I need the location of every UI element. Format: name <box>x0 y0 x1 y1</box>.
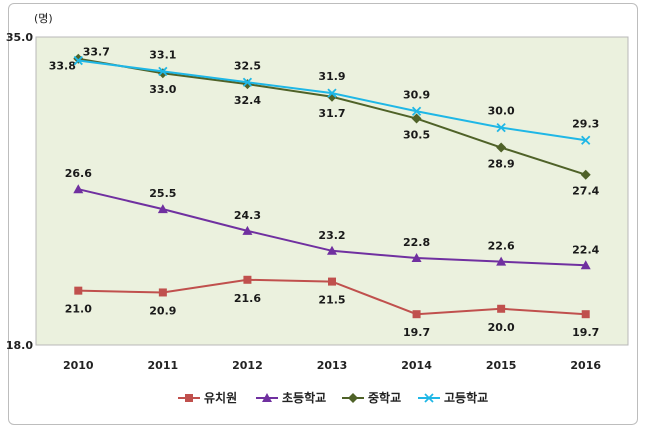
legend-label: 중학교 <box>368 390 401 405</box>
data-label: 25.5 <box>149 187 176 200</box>
legend-item: 초등학교 <box>256 390 326 405</box>
legend-marker <box>348 393 358 403</box>
data-point <box>411 106 422 116</box>
data-label: 22.8 <box>403 236 430 249</box>
data-label: 30.0 <box>488 105 515 118</box>
legend-label: 초등학교 <box>282 390 326 405</box>
data-label: 26.6 <box>65 167 92 180</box>
x-tick-label: 2014 <box>401 359 432 372</box>
legend-label: 유치원 <box>204 390 237 405</box>
data-label: 33.8 <box>49 60 76 73</box>
legend-marker <box>185 394 193 402</box>
data-point <box>158 288 167 297</box>
legend-label: 고등학교 <box>444 390 488 405</box>
series-4: 33.7 33.1 32.5 31.9 30.9 30.0 29.3 <box>73 46 599 145</box>
data-point <box>496 122 506 133</box>
plot-area <box>35 36 629 346</box>
x-tick-label: 2016 <box>570 359 601 372</box>
data-label: 22.6 <box>488 240 515 253</box>
data-point <box>580 169 591 180</box>
data-point <box>327 88 337 98</box>
data-label: 33.7 <box>83 46 110 59</box>
data-label: 30.5 <box>403 129 430 142</box>
data-label: 32.4 <box>234 94 261 107</box>
data-label: 20.0 <box>488 321 515 334</box>
data-point <box>242 77 253 87</box>
data-label: 27.4 <box>572 185 599 198</box>
series-1: 21.0 20.9 21.6 21.5 19.7 20.0 19.7 <box>65 275 599 339</box>
data-label: 19.7 <box>572 326 599 339</box>
data-point <box>158 66 168 77</box>
data-point <box>496 142 507 153</box>
data-point <box>73 55 83 66</box>
series-2: 26.6 25.5 24.3 23.2 22.8 22.6 22.4 <box>65 167 600 270</box>
data-label: 30.9 <box>403 88 430 101</box>
x-tick-label: 2011 <box>148 359 179 372</box>
data-label: 32.5 <box>234 59 261 72</box>
data-point <box>411 253 422 263</box>
legend-item: 중학교 <box>342 390 401 405</box>
data-label: 22.4 <box>572 243 599 256</box>
data-point <box>581 135 591 145</box>
y-tick-label: 18.0 <box>6 339 33 352</box>
data-label: 31.9 <box>318 70 345 83</box>
series-3: 33.8 33.0 32.4 31.7 30.5 28.9 27.4 <box>49 53 600 198</box>
y-tick-label: 35.0 <box>6 31 33 44</box>
data-point <box>74 286 83 295</box>
unit-label: (명) <box>34 12 53 25</box>
data-label: 21.5 <box>318 294 345 307</box>
x-tick-label: 2015 <box>486 359 517 372</box>
legend-item: 고등학교 <box>418 390 488 405</box>
data-point <box>327 245 337 255</box>
data-point <box>412 310 421 319</box>
x-tick-label: 2012 <box>232 359 263 372</box>
data-label: 19.7 <box>403 326 430 339</box>
data-point <box>157 204 168 214</box>
data-label: 20.9 <box>149 304 176 317</box>
data-label: 21.6 <box>234 292 261 305</box>
data-point <box>581 310 590 319</box>
data-point <box>496 256 507 266</box>
data-point <box>497 304 506 313</box>
data-label: 31.7 <box>318 107 345 120</box>
data-point <box>411 113 422 124</box>
x-tick-label: 2010 <box>63 359 94 372</box>
data-label: 21.0 <box>65 303 92 316</box>
data-point <box>73 184 84 194</box>
legend-marker <box>424 393 434 403</box>
data-label: 23.2 <box>318 229 345 242</box>
data-label: 29.3 <box>572 117 599 130</box>
legend-marker <box>262 393 272 402</box>
data-point <box>328 277 336 286</box>
data-point <box>580 260 591 270</box>
data-label: 33.0 <box>149 83 176 96</box>
data-point <box>243 275 252 284</box>
data-label: 33.1 <box>149 48 176 61</box>
data-point <box>242 225 253 235</box>
data-label: 24.3 <box>234 209 261 222</box>
data-label: 28.9 <box>488 158 515 171</box>
x-tick-label: 2013 <box>317 359 348 372</box>
legend-item: 유치원 <box>178 390 237 405</box>
